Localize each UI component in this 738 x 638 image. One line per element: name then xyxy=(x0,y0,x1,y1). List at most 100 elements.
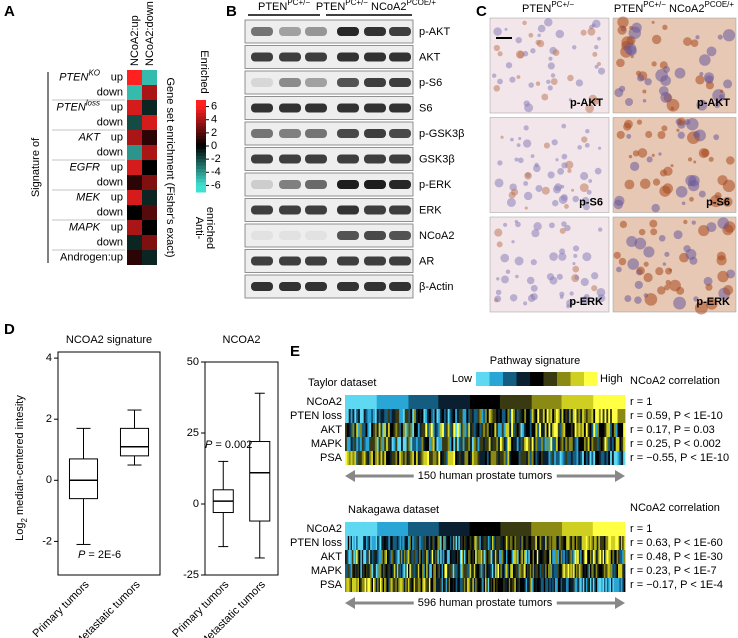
histology-cell xyxy=(550,73,556,78)
heatmap-stripe xyxy=(357,550,360,564)
heatmap-stripe xyxy=(401,536,403,550)
heatmap-stripe xyxy=(350,409,353,423)
heatmap-stripe xyxy=(364,536,367,550)
histology-cell xyxy=(552,49,560,56)
histology-cell xyxy=(493,44,501,52)
heatmap-stripe xyxy=(550,451,553,465)
heatmap-stripe xyxy=(543,564,546,578)
histology-cell xyxy=(591,285,598,292)
heatmap-stripe xyxy=(391,423,394,437)
heatmap-stripe xyxy=(565,437,568,451)
heatmap-stripe xyxy=(615,522,617,536)
heatmap-stripe xyxy=(373,395,376,409)
heatmap-stripe xyxy=(410,564,413,578)
histology-cell xyxy=(716,255,727,266)
heatmap-stripe xyxy=(448,564,451,578)
heatmap-stripe xyxy=(396,550,399,564)
heatmap-stripe xyxy=(543,578,546,592)
heatmap-stripe xyxy=(599,578,602,592)
heatmap-stripe xyxy=(460,451,463,465)
heatmap-stripe xyxy=(556,550,559,564)
heatmap-stripe xyxy=(468,437,471,451)
heatmap-stripe xyxy=(473,409,477,423)
heatmap-stripe xyxy=(436,409,439,423)
colorbar-segment xyxy=(196,146,206,150)
heatmap-stripe xyxy=(550,564,553,578)
heatmap-stripe xyxy=(483,578,486,592)
heatmap-stripe xyxy=(374,522,377,536)
heatmap-stripe xyxy=(402,550,405,564)
heatmap-stripe xyxy=(615,395,618,409)
heatmap-stripe xyxy=(597,522,599,536)
heatmap-stripe xyxy=(621,451,624,465)
histology-cell xyxy=(597,146,602,150)
heatmap-stripe xyxy=(448,522,451,536)
heatmap-stripe xyxy=(367,451,370,465)
heatmap-stripe xyxy=(518,564,521,578)
heatmap-stripe xyxy=(503,451,506,465)
heatmap-stripe xyxy=(378,437,381,451)
heatmap-stripe xyxy=(563,395,566,409)
heatmap-stripe xyxy=(419,522,421,536)
heatmap-stripe xyxy=(585,536,588,550)
heatmap-stripe xyxy=(585,564,588,578)
heatmap-stripe xyxy=(468,395,471,409)
histology-cell xyxy=(491,73,497,78)
heatmap-stripe xyxy=(559,522,561,536)
heatmap-stripe xyxy=(391,564,393,578)
heatmap-stripe xyxy=(583,578,585,592)
heatmap-stripe xyxy=(617,423,620,437)
heatmap-stripe xyxy=(598,564,601,578)
heatmap-stripe xyxy=(541,409,544,423)
heatmap-stripe xyxy=(468,451,471,465)
heatmap-stripe xyxy=(531,423,534,437)
histology-cell xyxy=(547,62,555,70)
heatmap-stripe xyxy=(521,564,524,578)
heatmap-stripe xyxy=(506,564,508,578)
heatmap-stripe xyxy=(557,536,560,550)
blot-label: ERK xyxy=(419,204,442,216)
histology-cell xyxy=(722,29,736,42)
tumor-count: 150 human prostate tumors xyxy=(418,470,553,482)
heatmap-stripe xyxy=(458,550,461,564)
histology-cell xyxy=(651,153,655,157)
heatmap-stripe xyxy=(403,550,406,564)
heatmap-stripe xyxy=(454,550,456,564)
heatmap-stripe xyxy=(436,437,439,451)
heatmap-stripe xyxy=(457,536,459,550)
heatmap-stripe xyxy=(513,451,516,465)
heatmap-stripe xyxy=(350,578,353,592)
heatmap-stripe xyxy=(510,522,512,536)
column-header-part: PTEN xyxy=(522,3,551,15)
heatmap-stripe xyxy=(492,395,495,409)
signature-name: PTENKO xyxy=(59,68,100,83)
heatmap-stripe xyxy=(501,395,505,409)
histology-cell xyxy=(658,234,666,242)
heatmap-stripe xyxy=(386,423,389,437)
heatmap-stripe xyxy=(490,536,493,550)
heatmap-stripe xyxy=(408,522,410,536)
blot-frame xyxy=(244,274,414,299)
heatmap-stripe xyxy=(466,409,469,423)
box xyxy=(119,427,150,457)
heatmap-stripe xyxy=(406,395,409,409)
heatmap-cell xyxy=(127,70,142,85)
heatmap-stripe xyxy=(478,550,480,564)
heatmap-stripe xyxy=(425,395,428,409)
histology-cell xyxy=(625,97,634,106)
chart-title: NCOA2 xyxy=(223,334,261,346)
heatmap-stripe xyxy=(574,437,577,451)
heatmap-stripe xyxy=(430,550,433,564)
heatmap-stripe xyxy=(476,564,479,578)
heatmap-stripe xyxy=(389,522,392,536)
heatmap-stripe xyxy=(538,522,540,536)
heatmap-stripe xyxy=(526,451,529,465)
heatmap-stripe xyxy=(387,451,391,465)
heatmap-stripe xyxy=(415,409,419,423)
heatmap-stripe xyxy=(556,522,559,536)
histology-cell xyxy=(585,104,594,113)
heatmap-stripe xyxy=(598,550,601,564)
heatmap-stripe xyxy=(471,578,473,592)
heatmap-stripe xyxy=(608,395,611,409)
